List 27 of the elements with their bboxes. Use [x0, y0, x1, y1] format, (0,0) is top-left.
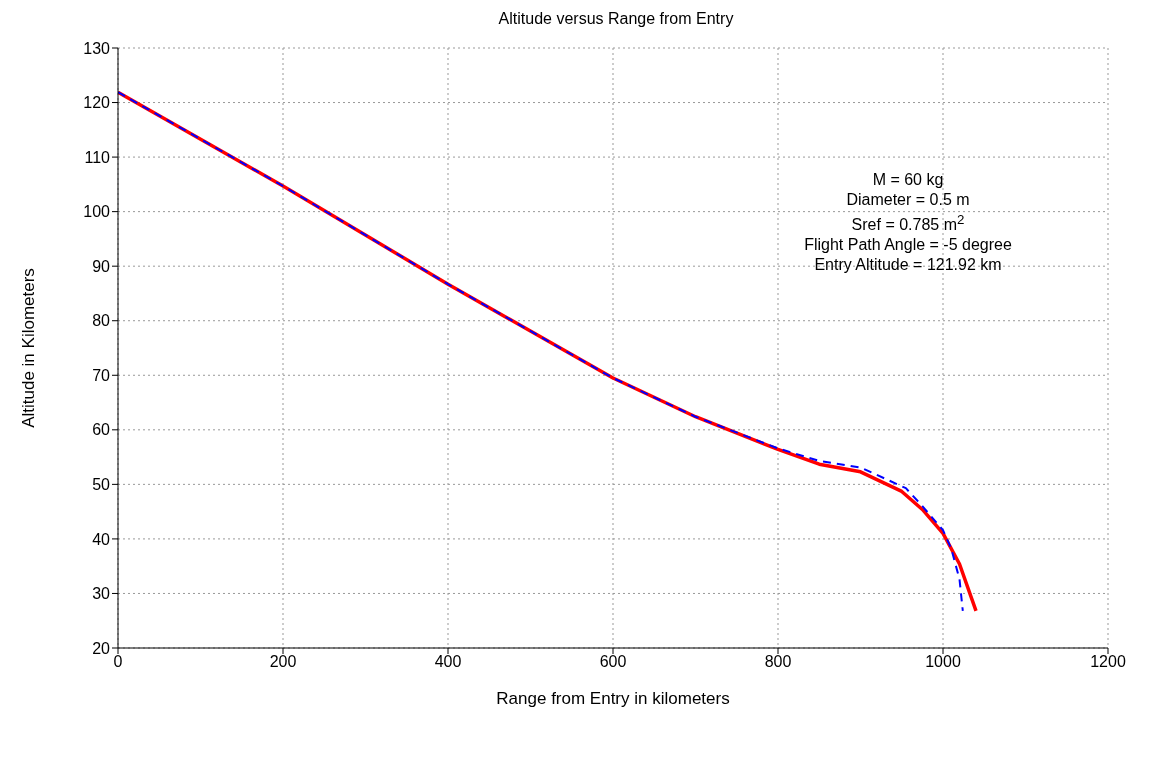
y-axis-title: Altitude in Kilometers	[19, 268, 39, 428]
y-tick-label: 60	[92, 421, 111, 439]
y-tick-label: 130	[83, 39, 111, 57]
y-tick-label: 90	[92, 257, 111, 275]
y-tick-label: 110	[84, 148, 111, 166]
annotation: M = 60 kg	[871, 170, 945, 190]
y-tick-label: 50	[92, 476, 111, 494]
y-tick-label: 20	[92, 639, 111, 657]
x-tick-label: 800	[764, 653, 792, 671]
y-tick-label: 70	[92, 366, 111, 384]
x-tick-label: 200	[269, 653, 297, 671]
y-tick-label: 100	[83, 203, 111, 221]
x-tick-label: 0	[113, 653, 123, 671]
y-tick-label: 30	[92, 585, 111, 603]
annotation: Entry Altitude = 121.92 km	[813, 255, 1003, 276]
y-tick-label: 40	[92, 530, 111, 548]
x-tick-label: 400	[434, 653, 462, 671]
annotation: Sref = 0.785 m$^{2}$	[850, 211, 966, 236]
x-tick-label: 600	[599, 653, 627, 671]
y-tick-label: 120	[83, 94, 111, 112]
y-tick-label: 80	[92, 312, 111, 330]
x-tick-label: 1200	[1090, 653, 1126, 671]
annotation: Diameter = 0.5 m	[845, 190, 971, 210]
x-tick-label: 1000	[925, 653, 961, 671]
annotation: Flight Path Angle = -5 degree	[803, 235, 1013, 256]
chart-title: Altitude versus Range from Entry	[497, 10, 735, 28]
x-axis-title: Range from Entry in kilometers	[496, 689, 730, 708]
